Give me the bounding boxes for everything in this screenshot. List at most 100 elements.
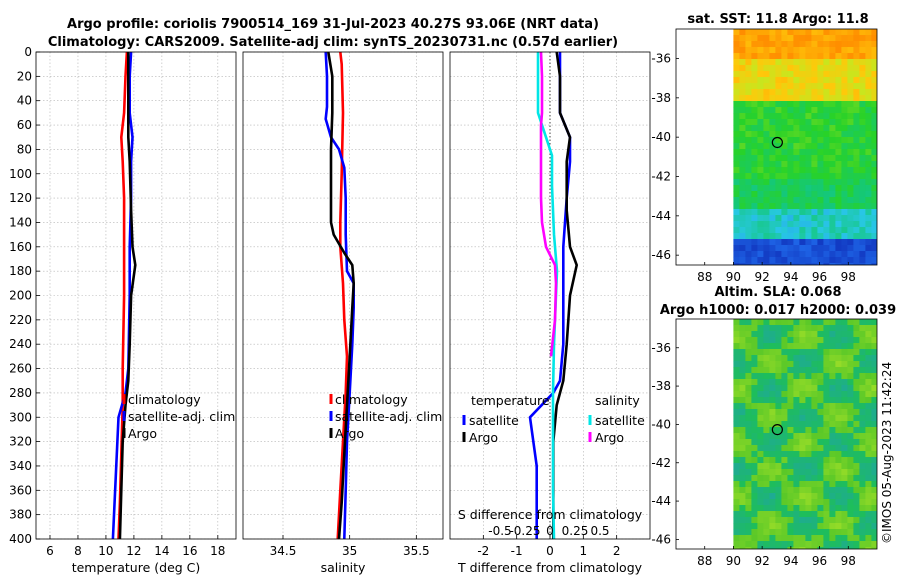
heatmap-cell — [763, 451, 770, 458]
heatmap-cell — [859, 529, 866, 536]
heatmap-cell — [763, 233, 770, 240]
heatmap-cell — [805, 463, 812, 470]
heatmap-cell — [853, 35, 860, 42]
heatmap-cell — [793, 367, 800, 374]
heatmap-cell — [829, 523, 836, 530]
heatmap-cell — [751, 325, 758, 332]
heatmap-cell — [745, 427, 752, 434]
heatmap-cell — [793, 227, 800, 234]
heatmap-cell — [763, 131, 770, 138]
legend-title-temperature: temperature — [471, 393, 550, 408]
heatmap-cell — [853, 319, 860, 326]
heatmap-cell — [757, 415, 764, 422]
heatmap-cell — [811, 403, 818, 410]
heatmap-cell — [757, 535, 764, 542]
heatmap-cell — [799, 403, 806, 410]
heatmap-cell — [853, 191, 860, 198]
heatmap-cell — [799, 89, 806, 96]
heatmap-cell — [757, 65, 764, 72]
heatmap-cell — [793, 233, 800, 240]
heatmap-cell — [745, 499, 752, 506]
heatmap-cell — [841, 505, 848, 512]
heatmap-cell — [817, 529, 824, 536]
heatmap-cell — [835, 355, 842, 362]
heatmap-cell — [805, 367, 812, 374]
heatmap-cell — [739, 349, 746, 356]
heatmap-cell — [769, 421, 776, 428]
heatmap-cell — [835, 35, 842, 42]
heatmap-cell — [841, 209, 848, 216]
heatmap-cell — [823, 263, 830, 265]
heatmap-cell — [859, 95, 866, 102]
heatmap-cell — [871, 433, 877, 440]
heatmap-cell — [787, 119, 794, 126]
heatmap-cell — [733, 481, 740, 488]
heatmap-cell — [751, 331, 758, 338]
heatmap-cell — [751, 233, 758, 240]
heatmap-cell — [859, 221, 866, 228]
heatmap-cell — [853, 403, 860, 410]
heatmap-cell — [799, 319, 806, 326]
heatmap-cell — [871, 245, 877, 252]
heatmap-cell — [733, 433, 740, 440]
heatmap-cell — [847, 53, 854, 60]
heatmap-cell — [817, 331, 824, 338]
heatmap-cell — [745, 415, 752, 422]
heatmap-cell — [823, 41, 830, 48]
heatmap-cell — [829, 415, 836, 422]
heatmap-cell — [853, 167, 860, 174]
heatmap-cell — [823, 481, 830, 488]
heatmap-cell — [823, 257, 830, 264]
heatmap-cell — [787, 215, 794, 222]
heatmap-cell — [817, 337, 824, 344]
heatmap-cell — [865, 385, 872, 392]
heatmap-cell — [799, 107, 806, 114]
heatmap-cell — [769, 319, 776, 326]
heatmap-cell — [793, 517, 800, 524]
heatmap-cell — [781, 155, 788, 162]
heatmap-cell — [763, 251, 770, 258]
heatmap-cell — [775, 319, 782, 326]
x-tick-label: 2 — [613, 544, 621, 558]
heatmap-cell — [781, 191, 788, 198]
heatmap-cell — [733, 427, 740, 434]
heatmap-cell — [763, 197, 770, 204]
heatmap-cell — [733, 41, 740, 48]
heatmap-cell — [763, 119, 770, 126]
heatmap-cell — [829, 245, 836, 252]
heatmap-cell — [775, 101, 782, 108]
heatmap-cell — [865, 143, 872, 150]
heatmap-cell — [841, 397, 848, 404]
heatmap-cell — [745, 469, 752, 476]
heatmap-cell — [763, 529, 770, 536]
heatmap-cell — [817, 355, 824, 362]
legend-label: satellite-adj. clim — [128, 409, 235, 424]
heatmap-cell — [775, 59, 782, 66]
heatmap-cell — [787, 379, 794, 386]
heatmap-cell — [799, 391, 806, 398]
heatmap-cell — [823, 469, 830, 476]
series-line-blue — [111, 51, 134, 540]
heatmap-cell — [769, 131, 776, 138]
heatmap-cell — [745, 325, 752, 332]
heatmap-cell — [733, 29, 740, 36]
heatmap-cell — [769, 457, 776, 464]
heatmap-cell — [763, 47, 770, 54]
heatmap-cell — [787, 349, 794, 356]
x-tick-label: 10 — [98, 544, 113, 558]
heatmap-cell — [865, 89, 872, 96]
heatmap-cell — [787, 131, 794, 138]
heatmap-cell — [739, 505, 746, 512]
heatmap-cell — [811, 191, 818, 198]
heatmap-cell — [841, 239, 848, 246]
heatmap-cell — [841, 161, 848, 168]
heatmap-cell — [823, 119, 830, 126]
heatmap-cell — [853, 349, 860, 356]
heatmap-cell — [763, 475, 770, 482]
heatmap-cell — [793, 547, 800, 549]
heatmap-cell — [739, 221, 746, 228]
heatmap-cell — [835, 481, 842, 488]
heatmap-cell — [757, 53, 764, 60]
heatmap-cell — [763, 191, 770, 198]
heatmap-cell — [739, 475, 746, 482]
